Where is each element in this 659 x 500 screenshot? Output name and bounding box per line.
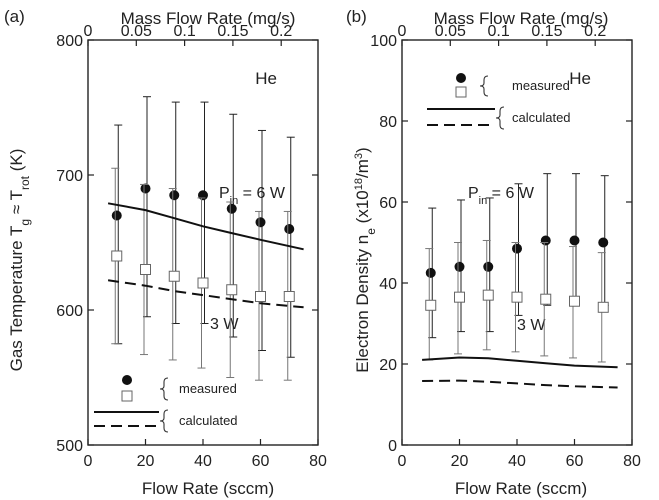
panel-a-measured-3w-point <box>255 291 266 302</box>
panel-b-calculated-3w-line <box>422 379 618 389</box>
panel-a-measured-6w-point <box>198 190 208 201</box>
panel-b-measured-6w-point <box>454 261 465 272</box>
legend-calculated-label: calculated <box>179 413 238 428</box>
panel-b-y-tick-label: 0 <box>388 438 397 455</box>
panel-a-measured-3w-point <box>226 284 238 296</box>
panel-b-measured-3w-point <box>482 289 494 301</box>
legend-calculated-label: calculated <box>512 110 571 125</box>
panel-b-label: (b) <box>346 7 367 26</box>
panel-a-x-axis-title: Flow Rate (sccm) <box>142 479 274 498</box>
legend-measured-6w-marker <box>456 73 466 83</box>
panel-a-top-tick-label: 0.1 <box>173 23 195 40</box>
panel-b-measured-6w-point <box>483 261 494 272</box>
legend-calculated-brace <box>159 409 169 433</box>
legend-measured-label: measured <box>512 78 570 93</box>
panel-a-measured-6w-point <box>284 224 295 234</box>
panel-b-y-tick-label: 40 <box>379 276 397 293</box>
panel-b-measured-3w-point <box>569 295 580 307</box>
panel-a-gas-label: He <box>255 69 277 88</box>
panel-b-y-tick-label: 80 <box>379 114 397 131</box>
panel-b-top-tick-label: 0.2 <box>584 23 606 40</box>
panel-b-measured-3w-point <box>425 299 437 311</box>
legend-measured-3w-marker <box>121 390 133 402</box>
panel-b-y-tick-label: 20 <box>379 357 397 374</box>
panel-b-top-tick-label: 0 <box>398 23 407 40</box>
panel-b-measured-6w-point <box>569 235 580 246</box>
panel-b-gas-label: He <box>569 69 591 88</box>
legend-measured-brace <box>159 377 169 401</box>
panel-a-power-6w-label: Pin = 6 W <box>219 185 286 207</box>
panel-a-measured-6w-point <box>226 203 237 214</box>
panel-b-x-tick-label: 40 <box>508 453 526 470</box>
panel-b-measured-6w-point <box>598 237 609 248</box>
panel-a-top-tick-label: 0.15 <box>217 23 248 40</box>
panel-a-x-tick-label: 0 <box>84 453 93 470</box>
panel-b-top-tick-label: 0.1 <box>487 23 509 40</box>
panel-a-x-tick-label: 20 <box>137 453 155 470</box>
panel-b-measured-6w-point <box>512 243 522 254</box>
panel-a-label: (a) <box>4 7 25 26</box>
panel-b-top-axis-title: Mass Flow Rate (mg/s) <box>434 9 609 28</box>
panel-a-calculated-6w-line <box>107 202 304 251</box>
panel-b-measured-3w-point <box>540 293 552 305</box>
panel-a: (a) Mass Flow Rate (mg/s) Flow Rate (scc… <box>4 7 327 498</box>
panel-b-x-tick-label: 20 <box>451 453 469 470</box>
panel-b-y-axis-title: Electron Density ne (x1018/m3) <box>353 147 378 372</box>
panel-a-x-tick-label: 40 <box>194 453 212 470</box>
panel-b-y-tick-label: 100 <box>370 33 397 50</box>
panel-b-measured-3w-point <box>511 291 523 303</box>
panel-b-legend: measured calculated <box>427 73 571 130</box>
panel-a-measured-6w-point <box>111 210 122 221</box>
panel-a-calculated-3w-line <box>107 279 304 309</box>
panel-a-measured-3w-point <box>283 291 295 302</box>
panel-a-y-tick-label: 700 <box>56 168 83 185</box>
panel-a-legend: measured calculated <box>94 375 238 433</box>
panel-a-measured-3w-point <box>111 250 123 262</box>
legend-measured-6w-marker <box>122 375 132 385</box>
panel-a-y-axis-title: Gas Temperature Tg ≈ Trot (K) <box>7 149 32 372</box>
panel-a-measured-3w-point <box>168 270 180 282</box>
panel-a-x-tick-label: 60 <box>252 453 270 470</box>
panel-b-measured-3w-point <box>454 291 465 303</box>
panel-b-measured-3w-point <box>597 301 609 313</box>
panel-a-measured-3w-point <box>197 277 209 289</box>
panel-b-top-tick-label: 0.05 <box>435 23 466 40</box>
legend-measured-brace <box>479 75 489 97</box>
panel-a-measured-6w-point <box>140 183 151 194</box>
panel-b-power-3w-label: 3 W <box>517 317 546 334</box>
panel-a-measured-6w-point <box>255 217 266 228</box>
panel-a-y-tick-label: 800 <box>56 33 83 50</box>
panel-b: (b) Mass Flow Rate (mg/s) Flow Rate (scc… <box>346 7 641 498</box>
panel-a-y-tick-label: 500 <box>56 438 83 455</box>
panel-b-measured-6w-point <box>425 267 436 278</box>
panel-b-y-tick-label: 60 <box>379 195 397 212</box>
panel-a-top-axis-title: Mass Flow Rate (mg/s) <box>121 9 296 28</box>
panel-b-x-tick-label: 0 <box>398 453 407 470</box>
panel-a-top-tick-label: 0 <box>84 23 93 40</box>
panel-a-top-tick-label: 0.05 <box>121 23 152 40</box>
panel-b-calculated-6w-line <box>422 356 618 369</box>
panel-a-y-tick-label: 600 <box>56 303 83 320</box>
panel-a-measured-6w-point <box>169 190 180 201</box>
panel-a-power-3w-label: 3 W <box>210 316 239 333</box>
legend-calculated-brace <box>495 106 505 130</box>
legend-measured-3w-marker <box>455 86 467 98</box>
panel-b-measured-6w-point <box>540 235 551 246</box>
panel-a-top-tick-label: 0.2 <box>270 23 292 40</box>
panel-b-x-tick-label: 80 <box>623 453 641 470</box>
panel-a-measured-3w-point <box>140 264 151 275</box>
panel-b-x-axis-title: Flow Rate (sccm) <box>455 479 587 498</box>
panel-b-x-tick-label: 60 <box>566 453 584 470</box>
panel-b-top-tick-label: 0.15 <box>531 23 562 40</box>
legend-measured-label: measured <box>179 381 237 396</box>
panel-b-power-6w-label: Pin = 6 W <box>468 185 535 207</box>
panel-a-x-tick-label: 80 <box>309 453 327 470</box>
